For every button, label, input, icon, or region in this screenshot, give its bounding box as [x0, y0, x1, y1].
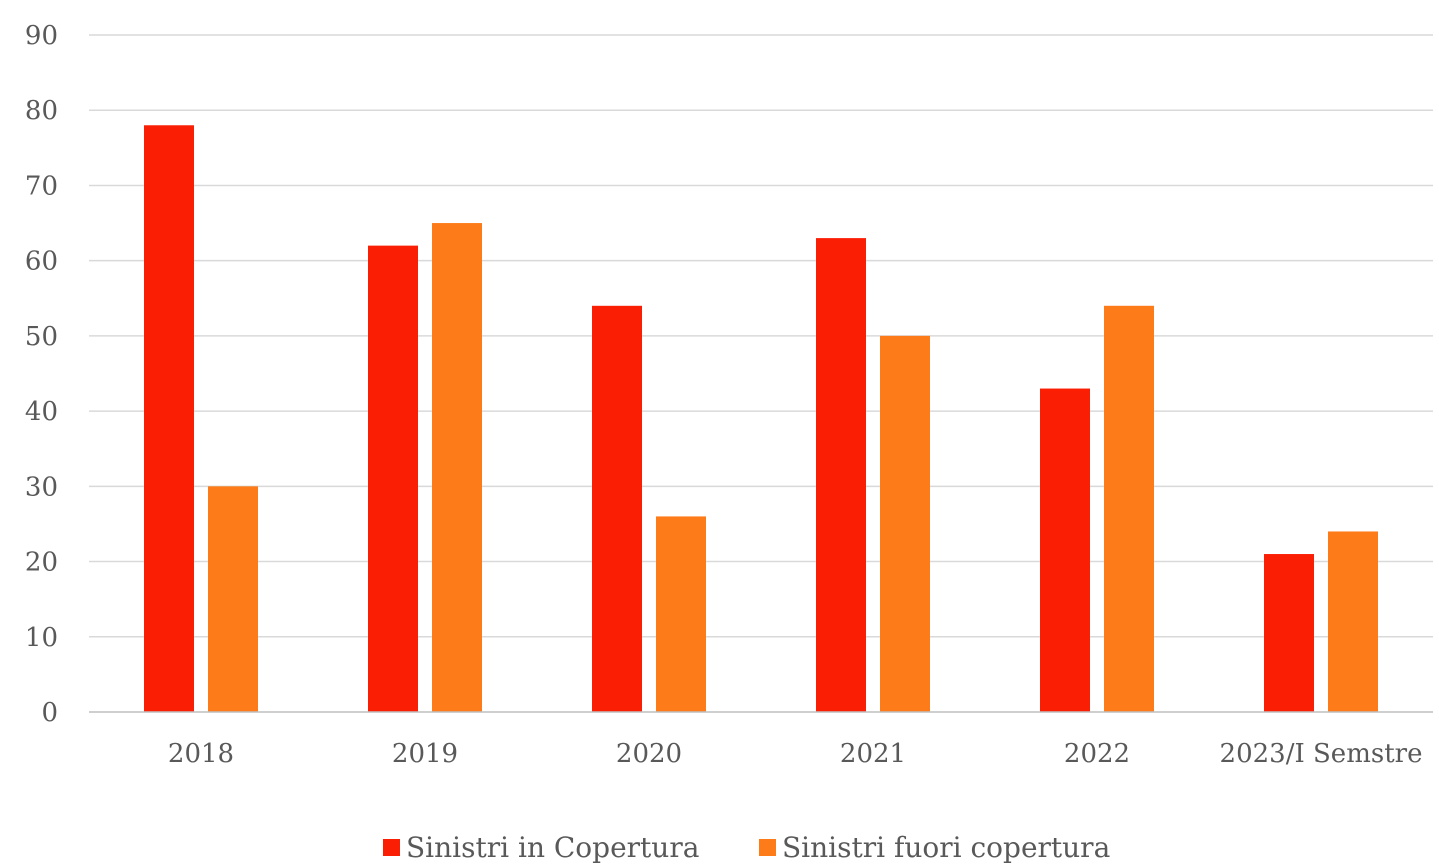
x-tick-label: 2023/I Semstre — [1220, 739, 1423, 769]
y-tick-label: 30 — [25, 472, 58, 502]
y-axis-tick-labels: 0 10 20 30 40 50 60 70 80 90 — [25, 21, 58, 728]
bar-fuori-copertura-4 — [1104, 305, 1154, 712]
bar-in-copertura-1 — [368, 245, 418, 712]
x-tick-label: 2021 — [840, 739, 906, 769]
legend-swatch — [759, 839, 776, 856]
bar-fuori-copertura-2 — [656, 516, 706, 712]
bars — [144, 125, 1378, 713]
bar-in-copertura-4 — [1040, 388, 1090, 712]
y-tick-label: 20 — [25, 548, 58, 578]
bar-fuori-copertura-0 — [208, 486, 258, 712]
y-tick-label: 50 — [25, 322, 58, 352]
bar-in-copertura-0 — [144, 125, 194, 713]
bar-in-copertura-2 — [592, 305, 642, 712]
y-tick-label: 80 — [25, 96, 58, 126]
gridlines — [89, 34, 1433, 638]
legend-swatch — [383, 839, 400, 856]
bar-in-copertura-5 — [1264, 554, 1314, 712]
legend: Sinistri in Copertura Sinistri fuori cope… — [383, 831, 1110, 864]
legend-label: Sinistri fuori copertura — [782, 831, 1110, 864]
legend-label: Sinistri in Copertura — [406, 831, 699, 864]
y-tick-label: 40 — [25, 397, 58, 427]
bar-in-copertura-3 — [816, 238, 866, 712]
x-tick-label: 2018 — [168, 739, 234, 769]
x-tick-label: 2022 — [1064, 739, 1130, 769]
x-axis-tick-labels: 2018 2019 2020 2021 2022 2023/I Semstre — [168, 739, 1423, 769]
y-tick-label: 0 — [41, 698, 58, 728]
y-tick-label: 10 — [25, 623, 58, 653]
bar-fuori-copertura-3 — [880, 335, 930, 712]
y-tick-label: 90 — [25, 21, 58, 51]
bar-fuori-copertura-1 — [432, 223, 482, 713]
x-tick-label: 2020 — [616, 739, 682, 769]
y-tick-label: 60 — [25, 247, 58, 277]
bar-fuori-copertura-5 — [1328, 531, 1378, 712]
y-tick-label: 70 — [25, 171, 58, 201]
x-tick-label: 2019 — [392, 739, 458, 769]
